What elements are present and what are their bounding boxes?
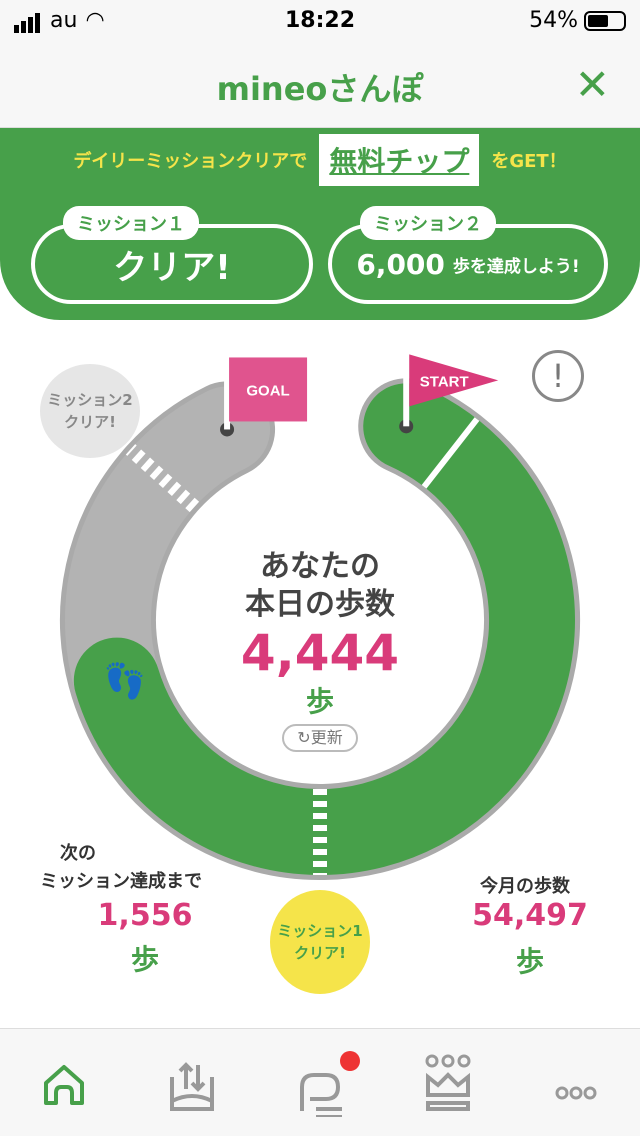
close-icon[interactable]: ✕ [574, 60, 610, 109]
mission-banner: デイリーミッションクリアで 無料チップ をGET！ ミッション１ クリア! ミッション… [0, 128, 640, 320]
status-bar: au ◠ 18:22 54% [0, 0, 640, 42]
completed-segment [73, 383, 575, 875]
monthly-steps-unit: 歩 [515, 945, 544, 978]
today-steps-unit: 歩 [305, 685, 334, 718]
svg-text:GOAL: GOAL [246, 382, 289, 399]
mission-text: 歩を達成しよう! [452, 256, 580, 277]
mission-tag: ミッション１ [63, 206, 199, 240]
chat-icon[interactable] [280, 1047, 360, 1119]
segment-divider [421, 417, 480, 489]
mission-2-card[interactable]: ミッション２ 6,000 歩を達成しよう! [328, 206, 608, 304]
mission-2-bubble: ミッション2 クリア! [40, 364, 140, 458]
bottom-nav [0, 1028, 640, 1136]
more-icon[interactable] [536, 1047, 616, 1117]
monthly-steps-value: 54,497 [472, 898, 588, 933]
battery-icon [584, 10, 626, 31]
svg-text:START: START [420, 373, 469, 390]
monthly-steps-label: 今月の歩数 [480, 876, 570, 897]
start-flag: START [399, 354, 499, 434]
promo-prefix: デイリーミッションクリアで [73, 151, 308, 172]
next-mission-unit: 歩 [130, 943, 159, 976]
home-icon[interactable] [24, 1047, 104, 1117]
crown-icon[interactable] [408, 1047, 488, 1117]
notification-badge [340, 1051, 360, 1071]
refresh-icon: ↻ [297, 728, 311, 747]
data-transfer-icon[interactable] [152, 1047, 232, 1117]
clock: 18:22 [284, 8, 356, 33]
mission-1-bubble: ミッション1 クリア! [270, 890, 370, 994]
wifi-icon: ◠ [85, 8, 105, 33]
battery-percent: 54% [529, 8, 578, 33]
header: mineoさんぽ ✕ [0, 42, 640, 128]
today-steps-value: 4,444 [240, 624, 400, 682]
mission-target: 6,000 [356, 247, 445, 281]
info-icon[interactable]: ! [532, 350, 584, 402]
page-title: mineoさんぽ [216, 70, 424, 108]
signal-icon [14, 8, 42, 33]
mission-1-card[interactable]: ミッション１ クリア! [31, 206, 313, 304]
next-mission-value: 1,556 [97, 898, 193, 933]
mission-2-checkpoint [125, 444, 200, 513]
mission-tag: ミッション２ [360, 206, 496, 240]
footprints-icon: 👣 [104, 661, 146, 702]
refresh-button[interactable]: ↻更新 [282, 724, 358, 752]
next-mission-label: 次の ミッション達成まで [40, 843, 202, 892]
free-tip-link[interactable]: 無料チップ [319, 134, 480, 186]
carrier: au [50, 8, 78, 33]
promo-suffix: をGET！ [491, 151, 567, 172]
mission-status: クリア! [113, 247, 231, 288]
goal-flag: GOAL [220, 357, 308, 437]
today-steps-title: あなたの 本日の歩数 [245, 549, 395, 622]
step-course-ring: GOAL START 👣 [60, 354, 580, 880]
